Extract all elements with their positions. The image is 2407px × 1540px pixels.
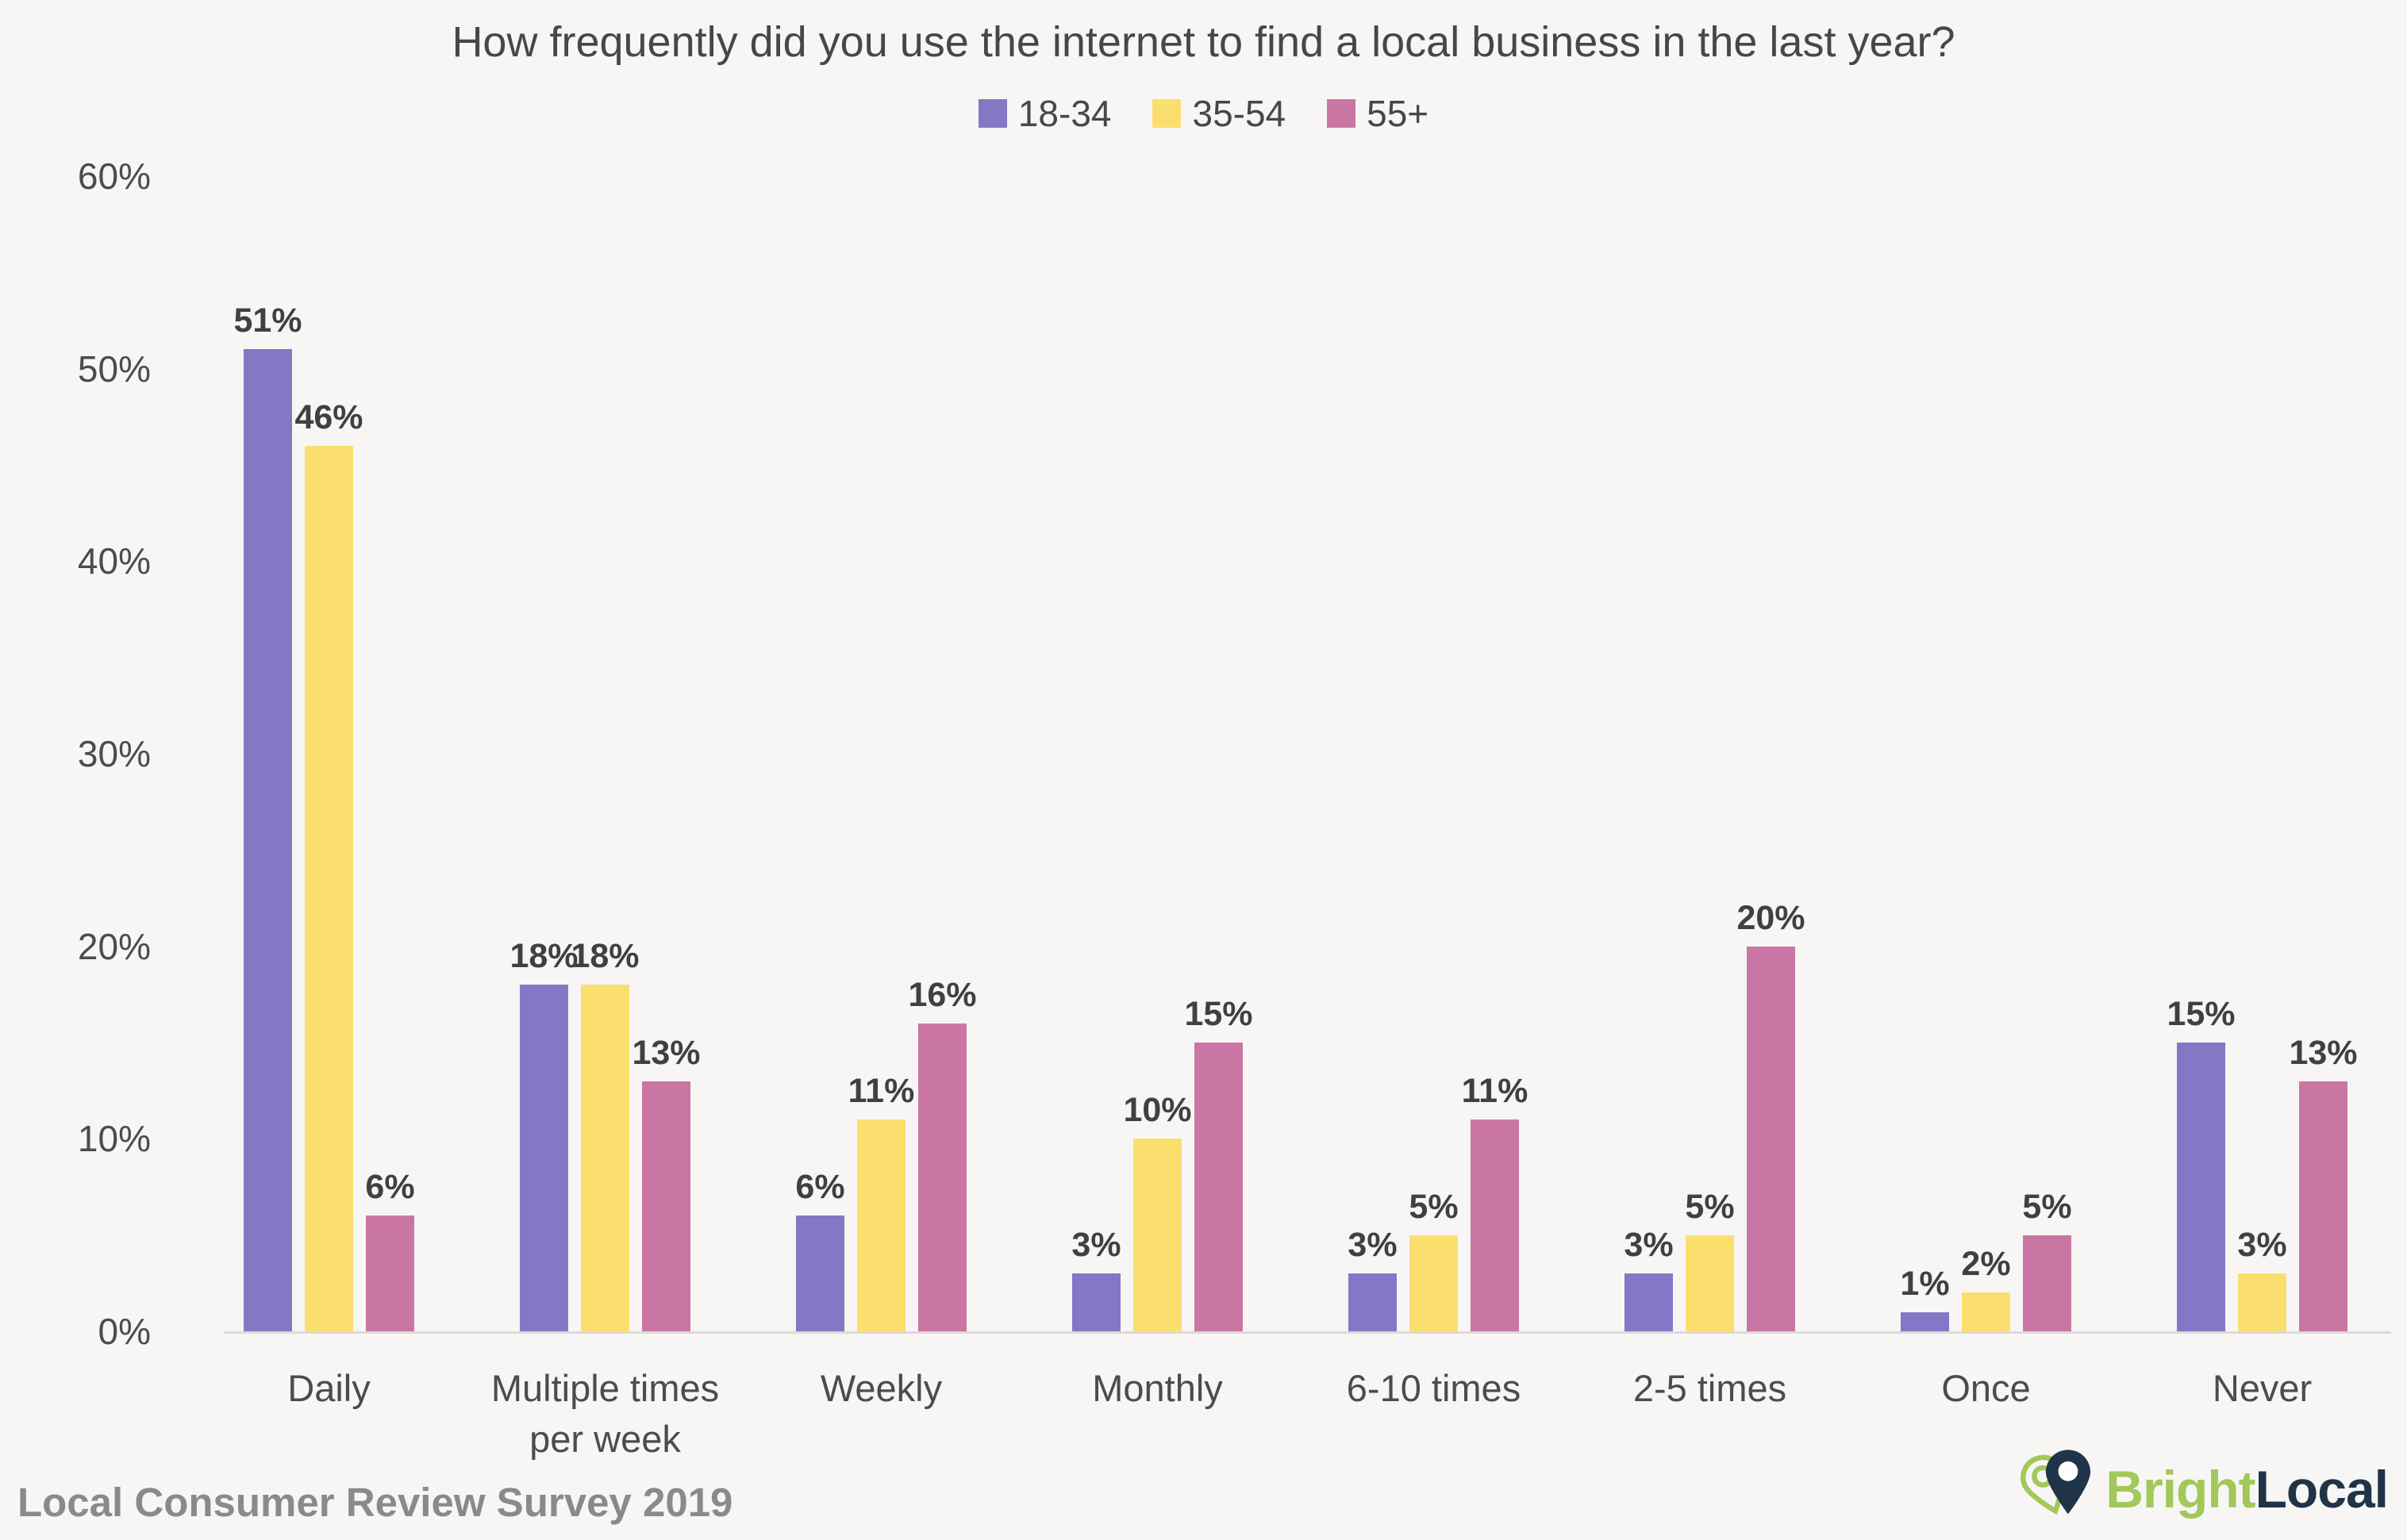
bar-55+-daily (366, 1215, 414, 1331)
bar-18-34-monthly (1072, 1273, 1121, 1331)
value-label: 46% (294, 397, 363, 436)
bar-55+-monthly (1194, 1043, 1243, 1331)
category-label: Weekly (820, 1367, 943, 1409)
bar-35-54-weekly (857, 1119, 906, 1331)
legend-swatch-icon (978, 99, 1007, 128)
bar-55+-never (2299, 1081, 2347, 1331)
y-tick-label: 30% (77, 733, 151, 774)
bar-55+-6-10-times (1471, 1119, 1519, 1331)
legend-label: 55+ (1367, 93, 1429, 134)
value-label: 11% (1461, 1072, 1528, 1111)
category-label: Monthly (1092, 1367, 1223, 1409)
value-label: 3% (1071, 1226, 1121, 1265)
value-label: 13% (632, 1033, 701, 1072)
y-tick-label: 60% (77, 156, 151, 197)
value-label: 13% (2289, 1033, 2358, 1072)
category-label: Multiple times per week (490, 1367, 720, 1460)
category-label: Never (2212, 1367, 2313, 1409)
footer-source: Local Consumer Review Survey 2019 (17, 1480, 733, 1525)
x-axis-line (225, 1331, 2391, 1334)
bar-35-54-never (2238, 1273, 2286, 1331)
y-tick-label: 10% (77, 1118, 151, 1160)
legend-item-55plus: 55+ (1327, 92, 1428, 135)
bar-35-54-monthly (1133, 1139, 1182, 1331)
bar-35-54-daily (305, 445, 353, 1331)
value-label: 3% (1348, 1226, 1398, 1265)
bar-18-34-weekly (796, 1215, 844, 1331)
bar-18-34-never (2177, 1043, 2225, 1331)
logo-wordmark: BrightLocal (2105, 1459, 2389, 1519)
y-tick-label: 50% (77, 348, 151, 390)
value-label: 6% (365, 1168, 415, 1207)
bar-35-54-6-10-times (1409, 1235, 1458, 1331)
logo-local-text: Local (2255, 1460, 2389, 1519)
category-label: 2-5 times (1632, 1367, 1787, 1409)
value-label: 10% (1123, 1091, 1192, 1130)
legend-label: 35-54 (1192, 93, 1286, 134)
value-label: 20% (1736, 898, 1805, 937)
bar-55+-once (2023, 1235, 2071, 1331)
value-label: 1% (1900, 1264, 1950, 1303)
bar-55+-multiple-times-per-week (642, 1081, 690, 1331)
bar-18-34-multiple-times-per-week (520, 985, 568, 1331)
chart-title: How frequently did you use the internet … (452, 18, 1955, 66)
logo-bright-text: Bright (2105, 1460, 2255, 1519)
category-label: 6-10 times (1346, 1367, 1521, 1409)
legend-label: 18-34 (1017, 93, 1112, 134)
legend-swatch-icon (1152, 99, 1182, 128)
category-label: Once (1941, 1367, 2031, 1409)
value-label: 5% (2022, 1187, 2072, 1226)
value-label: 5% (1685, 1187, 1735, 1226)
legend-swatch-icon (1327, 99, 1356, 128)
value-label: 2% (1961, 1245, 2011, 1284)
y-tick-label: 0% (98, 1311, 151, 1352)
legend-item-18-34: 18-34 (978, 92, 1112, 135)
bar-35-54-multiple-times-per-week (581, 985, 629, 1331)
value-label: 15% (2167, 995, 2236, 1033)
value-label: 51% (233, 301, 302, 340)
bar-18-34-6-10-times (1348, 1273, 1397, 1331)
value-label: 3% (2237, 1226, 2287, 1265)
category-label: Daily (287, 1367, 371, 1409)
value-label: 6% (795, 1168, 845, 1207)
value-label: 18% (571, 937, 640, 976)
value-label: 15% (1184, 995, 1253, 1033)
y-tick-label: 40% (77, 540, 151, 582)
value-label: 18% (509, 937, 579, 976)
legend: 18-34 35-54 55+ (0, 92, 2407, 135)
value-label: 5% (1409, 1187, 1459, 1226)
bar-55+-2-5-times (1747, 946, 1795, 1331)
bar-35-54-once (1962, 1292, 2010, 1331)
bar-18-34-daily (244, 349, 292, 1331)
brightlocal-logo: BrightLocal (2015, 1450, 2389, 1529)
value-label: 3% (1624, 1226, 1674, 1265)
map-pin-icon (2021, 1450, 2091, 1515)
legend-item-35-54: 35-54 (1152, 92, 1286, 135)
bar-18-34-once (1901, 1311, 1949, 1331)
bar-35-54-2-5-times (1686, 1235, 1734, 1331)
value-label: 11% (848, 1072, 915, 1111)
value-label: 16% (908, 975, 977, 1014)
bar-55+-weekly (918, 1023, 967, 1331)
y-tick-label: 20% (77, 925, 151, 967)
bar-18-34-2-5-times (1625, 1273, 1673, 1331)
